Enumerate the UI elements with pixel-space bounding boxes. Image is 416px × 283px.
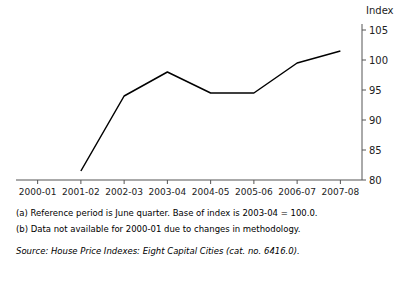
y-axis-label: Index [366,5,394,16]
x-tick-label: 2000-01 [19,187,57,197]
y-tick-label: 90 [369,115,382,126]
y-tick-label: 100 [369,55,388,66]
x-tick-label: 2007-08 [322,187,360,197]
y-tick [362,30,366,31]
x-tick-label: 2006-07 [278,187,316,197]
x-tick-label: 2001-02 [62,187,100,197]
source: Source: House Price Indexes: Eight Capit… [16,246,300,256]
x-tick [210,180,211,184]
chart: 80 85 90 95 100 105 Index 2000-01 2001-02 2002-03… [0,0,416,283]
y-tick [362,90,366,91]
series-group [81,51,341,171]
y-tick [362,180,366,181]
x-tick [37,180,38,184]
y-tick-label: 105 [369,25,388,36]
x-tick [167,180,168,184]
y-tick-label: 95 [369,85,382,96]
x-tick-label: 2003-04 [149,187,187,197]
y-axis-line [362,24,363,180]
x-tick [80,180,81,184]
y-tick-label: 80 [369,175,382,186]
x-tick [297,180,298,184]
x-tick-label: 2005-06 [235,187,273,197]
x-tick [253,180,254,184]
y-tick-label: 85 [369,145,382,156]
y-tick [362,60,366,61]
x-tick [340,180,341,184]
line [81,51,341,171]
footnote: (a) Reference period is June quarter. Ba… [16,208,318,218]
x-axis-line [16,180,362,181]
x-tick-label: 2004-05 [192,187,230,197]
footnote: (b) Data not available for 2000-01 due t… [16,224,300,234]
x-tick-label: 2002-03 [105,187,143,197]
x-tick [124,180,125,184]
y-tick [362,120,366,121]
y-tick [362,150,366,151]
